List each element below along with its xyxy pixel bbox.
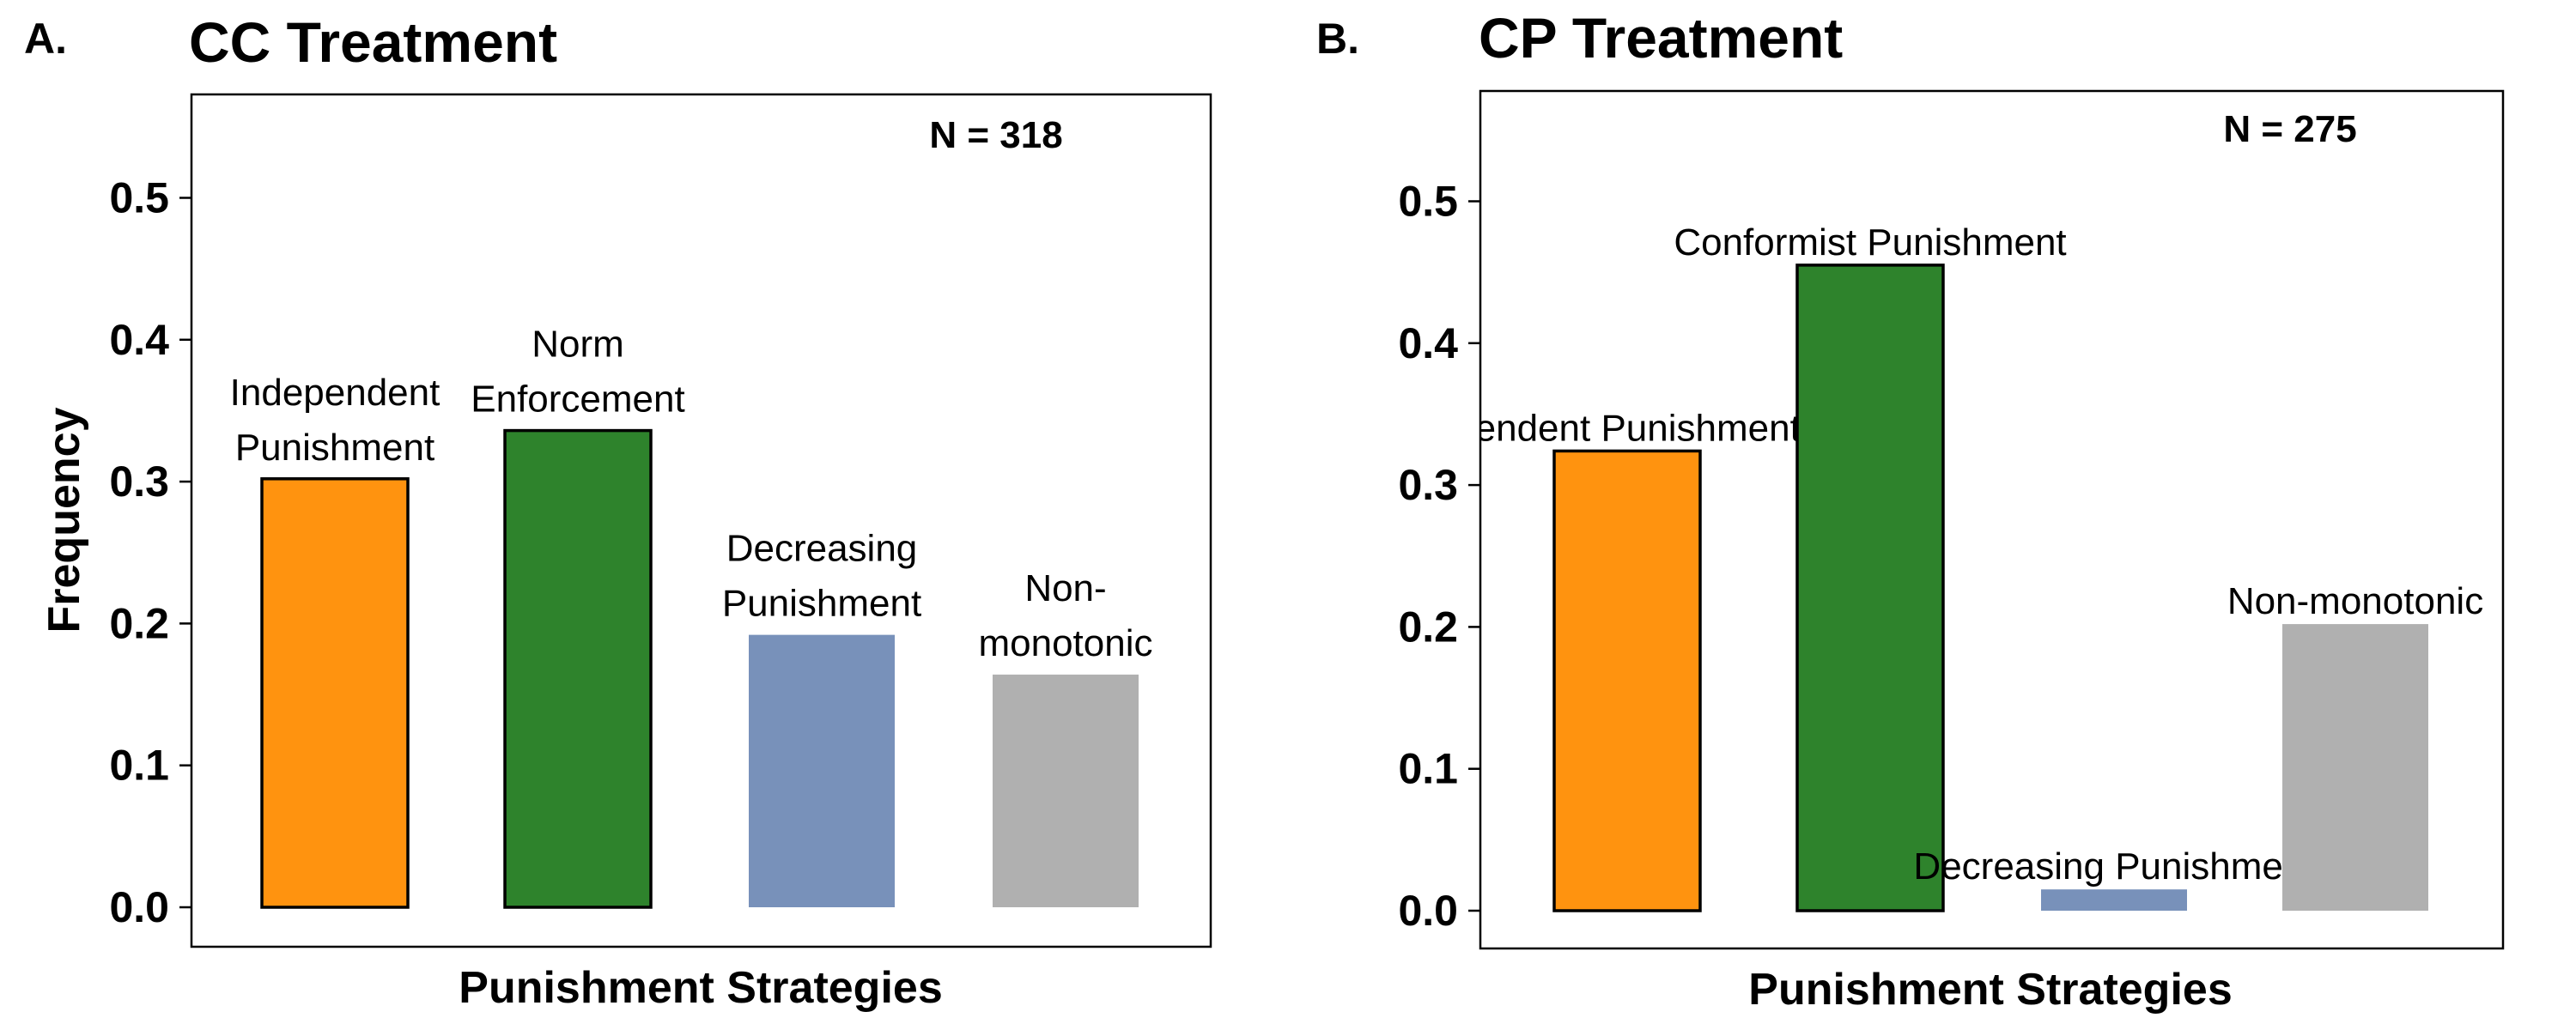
- bar-label: Conformist Punishment: [1674, 221, 2066, 264]
- y-axis-title: Frequency: [39, 407, 89, 633]
- bar-non-monotonic: [2282, 624, 2428, 911]
- bar-decreasing-punishment: [2041, 889, 2187, 911]
- y-tick-label: 0.5: [1398, 178, 1458, 226]
- y-tick-label: 0.2: [1398, 603, 1458, 651]
- y-tick-label: 0.4: [109, 316, 169, 364]
- plot-frame: [190, 93, 1212, 948]
- x-axis-title: Punishment Strategies: [459, 963, 942, 1013]
- bar-label: Decreasing Punishment: [1913, 845, 2314, 888]
- bar-norm-enforcement: [503, 428, 653, 909]
- y-tick-label: 0.2: [109, 599, 169, 647]
- bar-label: Punishment: [722, 583, 921, 625]
- bar-non-monotonic: [993, 674, 1139, 907]
- bar-independent-punishment: [1552, 449, 1702, 912]
- bar-label: monotonic: [978, 622, 1152, 664]
- bar-label: Norm: [532, 324, 624, 366]
- y-tick-label: 0.5: [109, 174, 169, 222]
- bar-label: Enforcement: [471, 379, 684, 421]
- y-tick-label: 0.0: [1398, 887, 1458, 935]
- bar-label: Decreasing: [726, 528, 918, 570]
- y-tick-label: 0.0: [109, 883, 169, 931]
- bar-independent-punishment: [260, 477, 410, 909]
- y-tick-label: 0.1: [1398, 745, 1458, 793]
- y-tick-label: 0.3: [1398, 461, 1458, 509]
- panel-letter: A.: [24, 15, 67, 63]
- y-tick-label: 0.4: [1398, 319, 1458, 367]
- panel-letter: B.: [1316, 15, 1359, 63]
- x-axis-title: Punishment Strategies: [1748, 965, 2232, 1015]
- bar-label: Punishment: [235, 427, 434, 469]
- sample-size-label: N = 275: [2223, 108, 2356, 150]
- plot-frame: [1479, 89, 2505, 950]
- y-tick-label: 0.3: [109, 457, 169, 506]
- bar-conformist-punishment: [1795, 264, 1945, 912]
- sample-size-label: N = 318: [929, 114, 1062, 156]
- bar-label: Independent: [230, 372, 440, 414]
- bar-label: Non-monotonic: [2227, 580, 2483, 622]
- bar-label: pendent Punishment: [1454, 407, 1801, 449]
- chart-title: CP Treatment: [1479, 6, 1843, 70]
- y-tick-label: 0.1: [109, 742, 169, 790]
- bar-decreasing-punishment: [749, 634, 895, 907]
- chart-title: CC Treatment: [189, 10, 557, 74]
- bar-label: Non-: [1024, 567, 1106, 609]
